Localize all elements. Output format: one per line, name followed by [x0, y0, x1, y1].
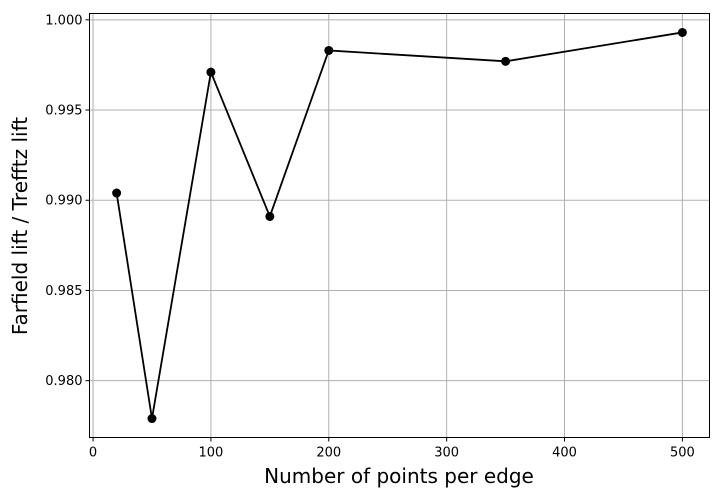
data-point [501, 56, 511, 66]
data-point [147, 414, 157, 424]
x-tick-label: 200 [316, 446, 341, 461]
grid [89, 13, 710, 438]
y-tick-label: 0.980 [45, 374, 82, 389]
y-tick-label: 1.000 [45, 13, 82, 28]
data-point [206, 67, 216, 77]
x-axis-label: Number of points per edge [264, 464, 534, 488]
data-point [112, 188, 122, 198]
x-tick-label: 300 [434, 446, 459, 461]
y-axis-label: Farfield lift / Trefftz lift [8, 117, 32, 335]
series-line [115, 31, 683, 419]
x-tick-label: 500 [670, 446, 695, 461]
x-tick-label: 100 [198, 446, 223, 461]
axis-ticks: 0 100 200 300 400 500 0.980 0.985 0.990 0.995 1.00… [45, 13, 695, 460]
y-tick-label: 0.990 [45, 194, 82, 209]
y-tick-label: 0.985 [45, 284, 82, 299]
x-tick-label: 400 [552, 446, 577, 461]
series [112, 27, 687, 424]
x-tick-label: 0 [89, 446, 97, 461]
data-point [677, 27, 687, 37]
y-tick-label: 0.995 [45, 104, 82, 119]
data-point [324, 45, 334, 55]
data-point [265, 211, 275, 221]
plot-frame [89, 13, 710, 438]
